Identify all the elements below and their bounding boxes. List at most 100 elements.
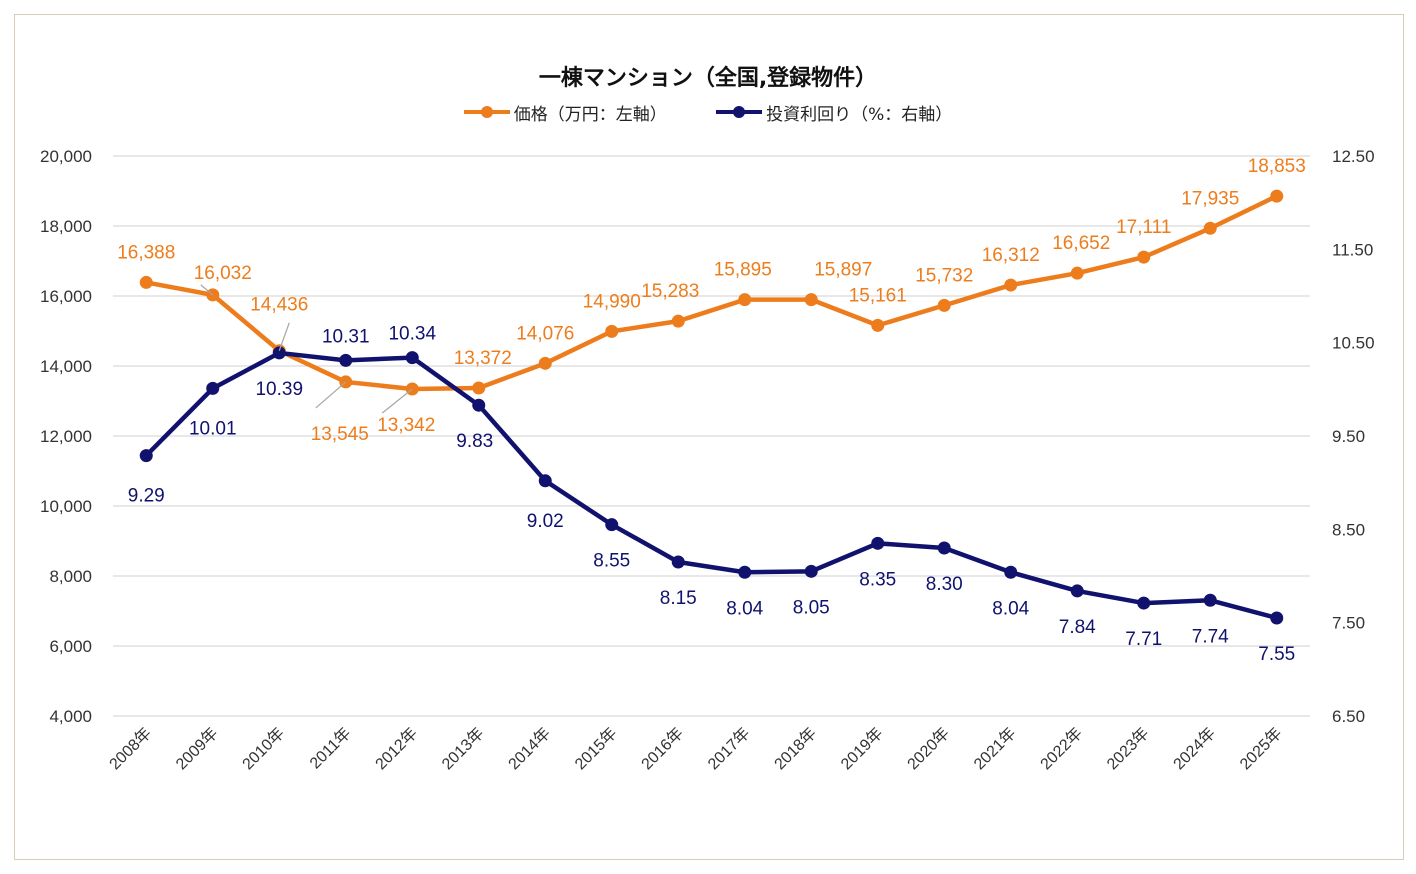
data-point-yield [871,536,885,550]
data-label-price: 16,652 [1052,233,1110,254]
y-left-tick: 6,000 [49,637,92,656]
x-tick: 2011年 [306,724,354,772]
data-point-yield [1270,611,1284,625]
data-point-yield [1203,593,1217,607]
data-point-yield [1137,596,1151,610]
data-label-price: 16,032 [194,263,252,284]
data-label-yield: 10.01 [189,418,237,439]
y-right-tick: 10.50 [1332,334,1375,353]
data-label-yield: 10.39 [255,379,303,400]
series-line-price [145,194,1278,392]
data-point-price [871,318,885,332]
data-point-yield [206,381,220,395]
data-point-price [472,381,486,395]
x-tick: 2019年 [837,724,886,773]
data-point-price [605,324,619,338]
data-point-price [538,356,552,370]
data-label-yield: 10.31 [322,326,370,347]
data-label-price: 13,342 [377,415,435,436]
y-right-tick: 12.50 [1332,147,1375,166]
y-right-tick: 9.50 [1332,427,1365,446]
data-point-yield [1070,584,1084,598]
data-point-yield [139,449,153,463]
data-point-price [1270,189,1284,203]
data-point-price [937,298,951,312]
data-label-yield: 8.04 [992,598,1029,619]
data-point-yield [605,518,619,532]
x-tick: 2024年 [1170,724,1219,773]
y-right-tick: 11.50 [1332,240,1373,259]
data-point-price [1137,250,1151,264]
data-label-price: 15,732 [915,265,973,286]
data-label-yield: 7.71 [1125,629,1162,650]
legend: 価格（万円：左軸） 投資利回り（%：右軸） [0,99,1416,125]
y-left-tick: 10,000 [40,497,92,516]
data-point-yield [804,564,818,578]
y-left-tick: 14,000 [40,357,92,376]
y-left-tick: 18,000 [40,217,92,236]
legend-item-price: 価格（万円：左軸） [463,100,667,125]
data-label-yield: 9.83 [456,431,493,452]
data-point-yield [738,565,752,579]
data-label-price: 16,312 [982,245,1040,266]
label-leader-line [315,381,347,409]
data-point-price [1070,266,1084,280]
legend-label-yield: 投資利回り（%：右軸） [766,104,953,125]
data-label-price: 13,372 [454,348,512,369]
data-label-yield: 8.55 [593,551,630,572]
series-line-yield [144,350,1278,621]
data-point-yield [272,346,286,360]
y-left-tick: 20,000 [40,147,92,166]
label-leader-line [200,284,214,296]
x-tick: 2022年 [1037,724,1086,773]
x-tick: 2021年 [970,724,1019,773]
data-label-price: 14,990 [583,291,641,312]
data-label-yield: 8.05 [793,597,830,618]
x-tick: 2017年 [704,724,753,773]
data-label-price: 16,388 [117,242,175,263]
x-tick: 2013年 [438,724,487,773]
data-point-price [804,293,818,307]
data-label-yield: 7.55 [1258,644,1295,665]
data-label-price: 14,436 [250,295,308,316]
data-label-price: 17,935 [1181,188,1239,209]
data-point-yield [1004,565,1018,579]
y-right-tick: 6.50 [1332,707,1365,726]
data-label-price: 15,897 [814,260,872,281]
chart-title: 一棟マンション（全国,登録物件） [538,66,878,91]
legend-swatch-yield [716,106,763,118]
legend-label-price: 価格（万円：左軸） [513,104,667,125]
legend-swatch-price [463,106,510,118]
chart-frame [14,14,1404,860]
data-label-price: 18,853 [1248,156,1306,177]
x-tick: 2009年 [172,724,221,773]
data-label-yield: 8.04 [726,598,763,619]
data-label-price: 13,545 [311,424,369,445]
data-point-price [1203,221,1217,235]
x-tick: 2016年 [638,724,687,773]
data-point-yield [472,398,486,412]
x-tick: 2012年 [372,724,421,773]
data-point-price [671,314,685,328]
data-label-yield: 8.15 [660,588,697,609]
data-label-yield: 10.34 [388,324,436,345]
data-label-yield: 8.30 [926,574,963,595]
x-tick: 2014年 [505,724,554,773]
data-label-price: 15,161 [849,285,907,306]
label-leader-line [381,388,413,414]
data-label-yield: 7.84 [1059,617,1096,638]
x-tick: 2018年 [771,724,820,773]
data-label-price: 15,283 [641,281,699,302]
x-tick: 2023年 [1103,724,1152,773]
label-leader-line [278,322,290,351]
data-label-price: 15,895 [714,260,772,281]
data-point-yield [339,353,353,367]
y-left-tick: 4,000 [49,707,92,726]
y-right-tick: 8.50 [1332,520,1365,539]
data-point-price [738,293,752,307]
data-label-yield: 7.74 [1192,626,1229,647]
y-left-tick: 12,000 [40,427,92,446]
data-point-yield [671,555,685,569]
legend-item-yield: 投資利回り（%：右軸） [716,100,952,125]
